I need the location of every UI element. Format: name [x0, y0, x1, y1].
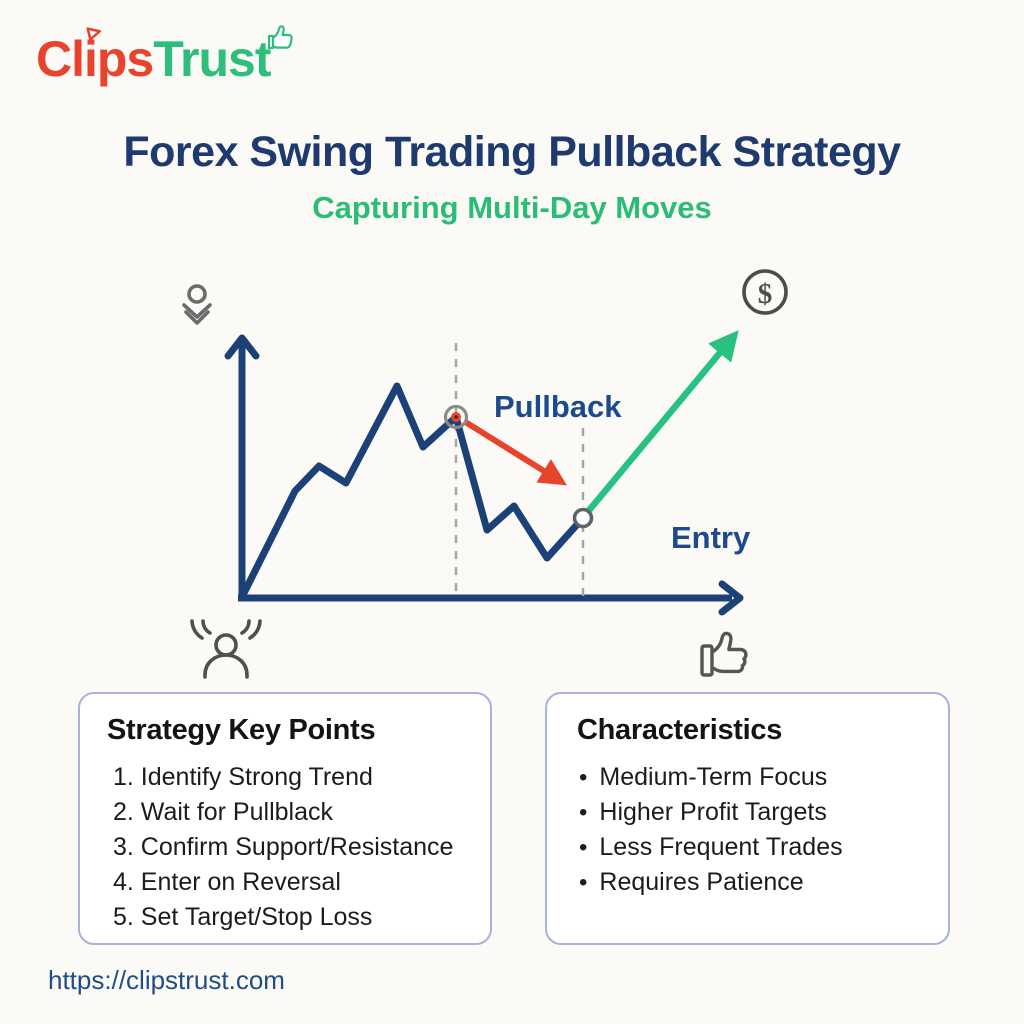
logo-thumb-icon	[267, 25, 293, 50]
strategy-list: 1. Identify Strong Trend 2. Wait for Pull…	[107, 760, 470, 935]
x-axis-arrowhead	[718, 580, 744, 616]
list-item: 5. Set Target/Stop Loss	[113, 903, 373, 931]
pullback-label: Pullback	[494, 389, 622, 424]
entry-marker-ring	[572, 507, 594, 529]
price-line	[238, 382, 587, 601]
strategy-card: Strategy Key Points 1. Identify Strong T…	[78, 692, 492, 945]
dollar-circle-icon: $	[742, 269, 788, 315]
characteristics-card: Characteristics Medium-Term FocusHigher …	[545, 692, 950, 945]
characteristics-card-title: Characteristics	[577, 714, 783, 746]
user-down-icon	[182, 284, 212, 325]
logo: ClipsTrust	[36, 25, 293, 88]
y-axis-arrowhead	[224, 334, 260, 360]
thumbs-up-icon	[700, 631, 748, 677]
list-item: 1. Identify Strong Trend	[113, 763, 373, 791]
list-item: Medium-Term Focus	[577, 760, 928, 795]
strategy-card-title: Strategy Key Points	[107, 714, 376, 746]
list-item: 4. Enter on Reversal	[113, 868, 341, 896]
page-subtitle: Capturing Multi-Day Moves	[312, 190, 712, 225]
logo-text-trust: Trust	[153, 31, 271, 87]
entry-label: Entry	[671, 520, 751, 555]
broadcast-user-icon	[190, 619, 262, 679]
pullback-marker-ring	[443, 404, 469, 430]
list-item: 3. Confirm Support/Resistance	[113, 833, 454, 861]
characteristics-list: Medium-Term FocusHigher Profit TargetsLe…	[577, 760, 928, 900]
dollar-symbol: $	[758, 278, 773, 310]
pullback-arrow	[464, 420, 568, 486]
list-item: 2. Wait for Pullblack	[113, 798, 333, 826]
list-item: Requires Patience	[577, 865, 928, 900]
entry-arrow	[582, 330, 739, 518]
play-icon	[86, 27, 102, 41]
logo-text-clips: Clips	[36, 31, 154, 87]
list-item: Higher Profit Targets	[577, 795, 928, 830]
list-item: Less Frequent Trades	[577, 830, 928, 865]
pullback-marker-core	[454, 415, 458, 419]
page-title: Forex Swing Trading Pullback Strategy	[123, 128, 901, 176]
footer-url[interactable]: https://clipstrust.com	[48, 965, 285, 995]
